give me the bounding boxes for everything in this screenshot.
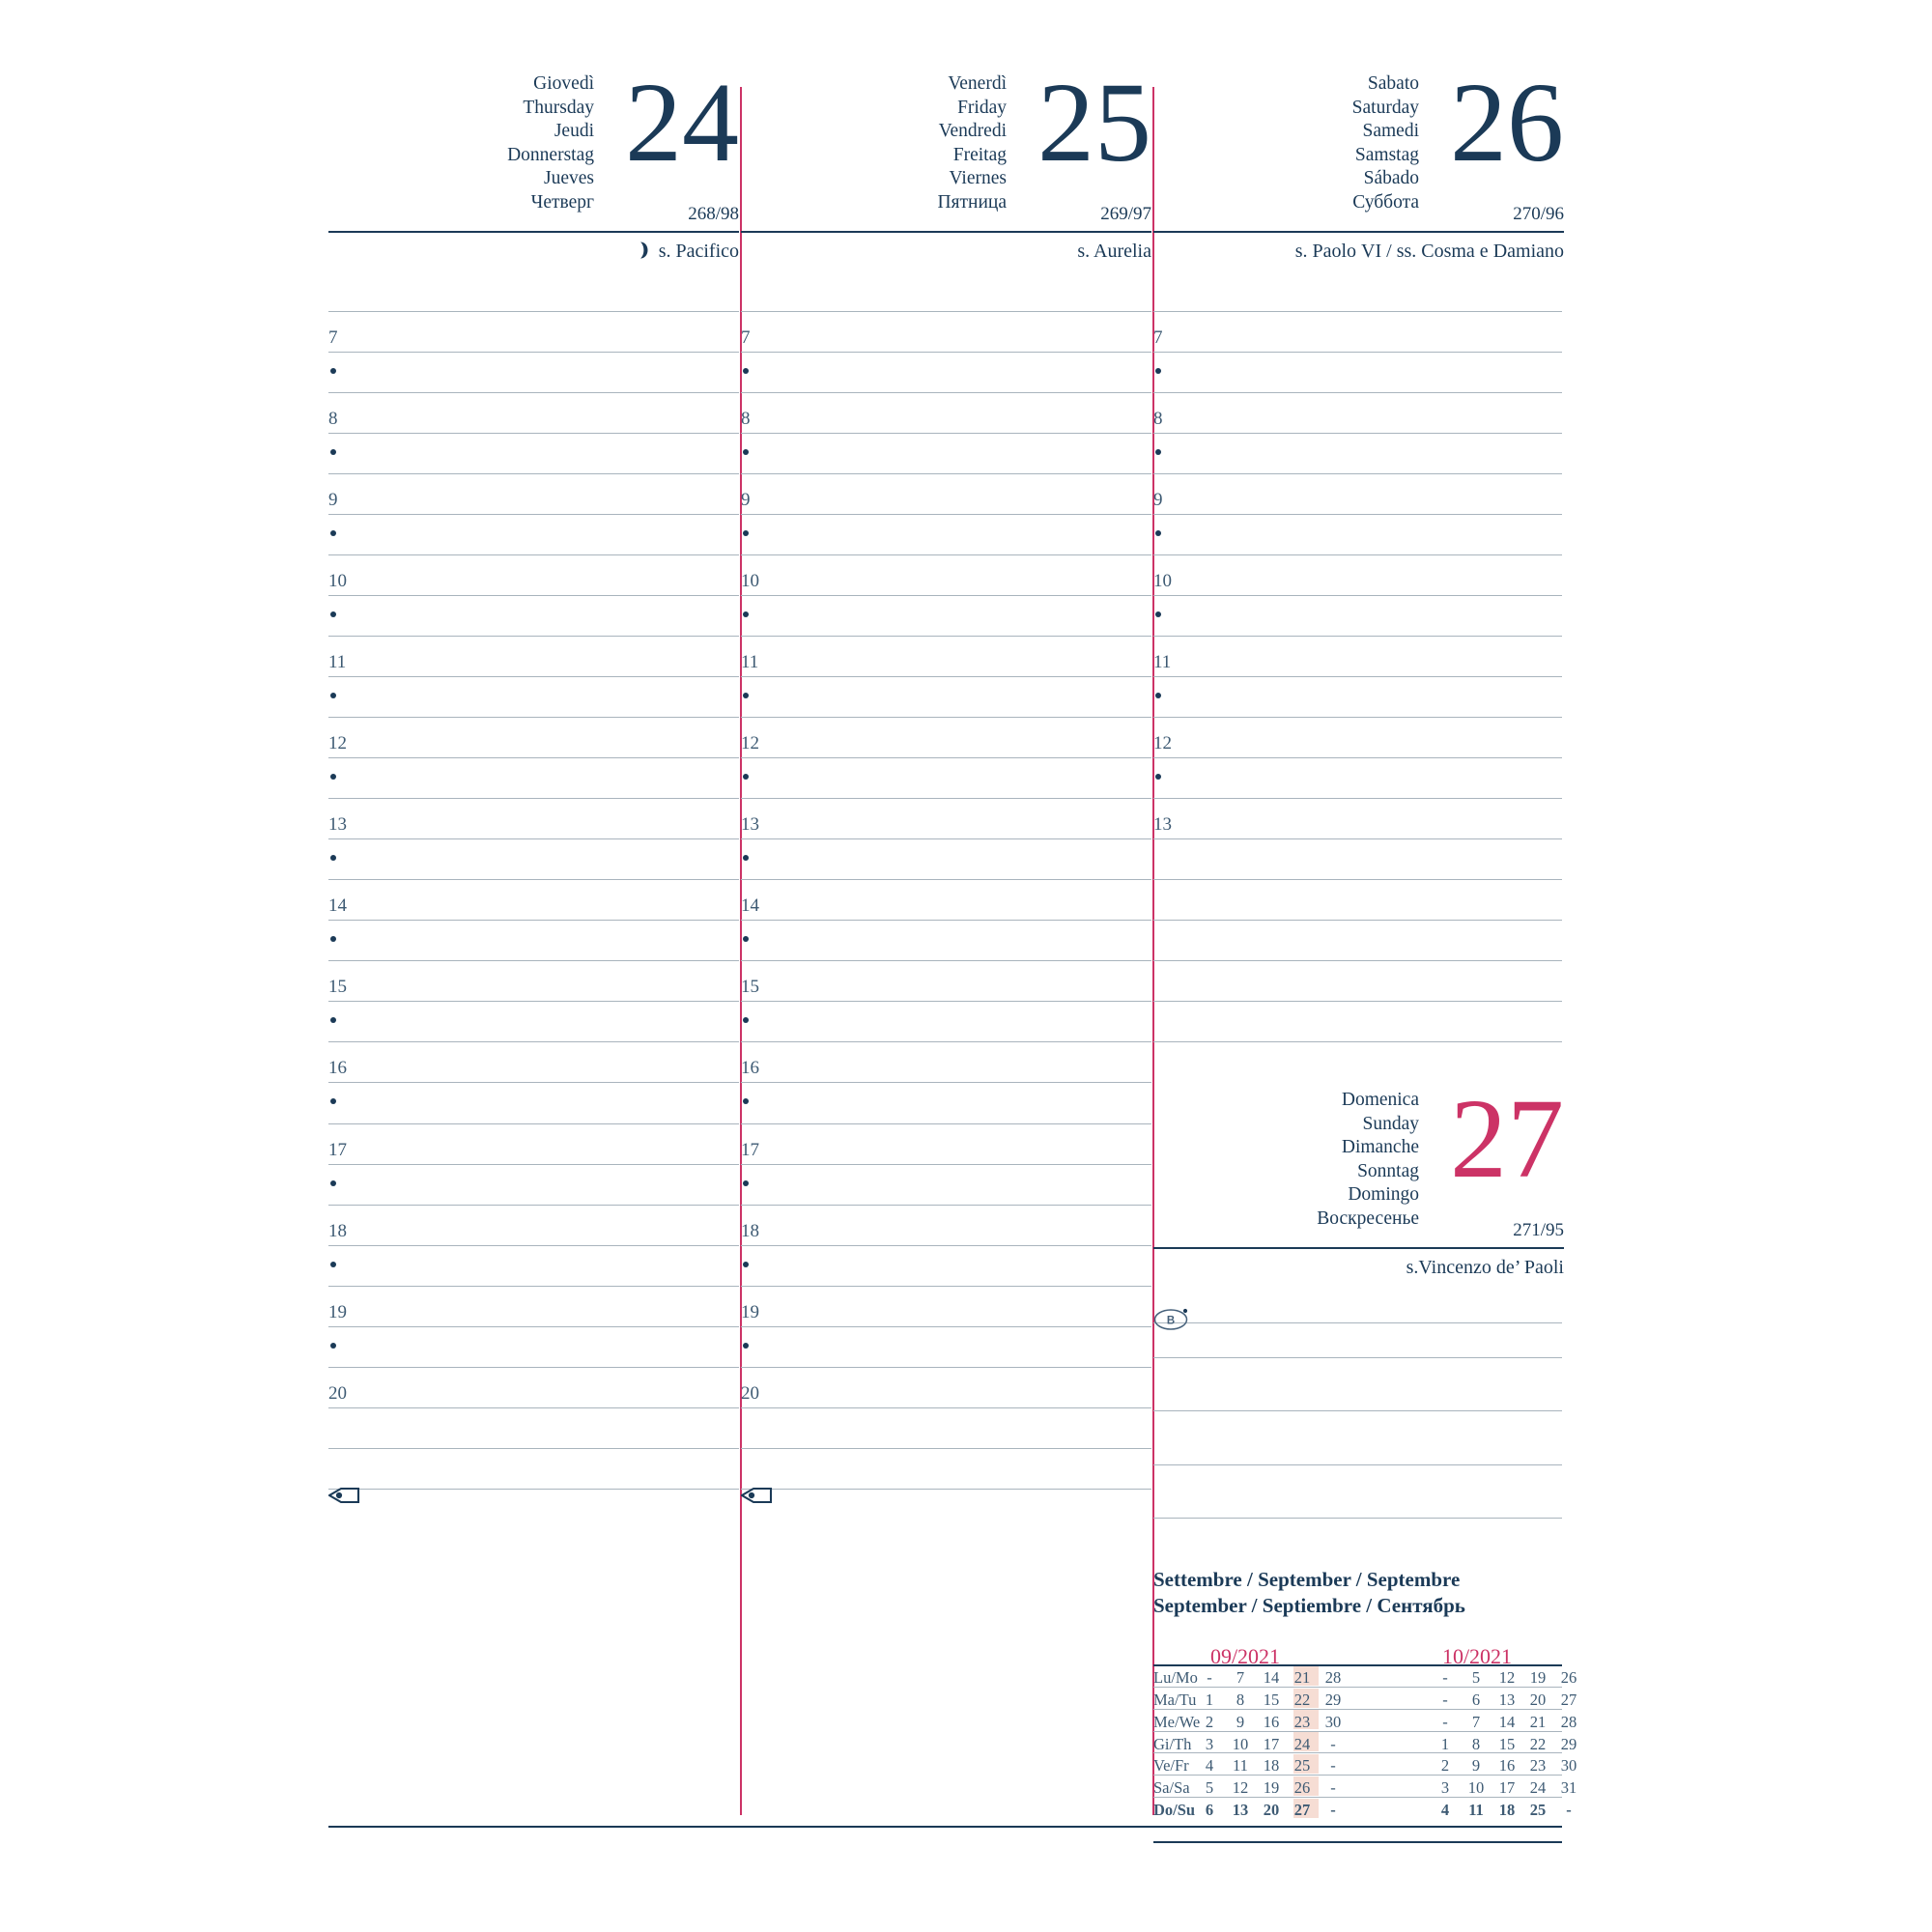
svg-text:B: B: [1167, 1316, 1175, 1327]
